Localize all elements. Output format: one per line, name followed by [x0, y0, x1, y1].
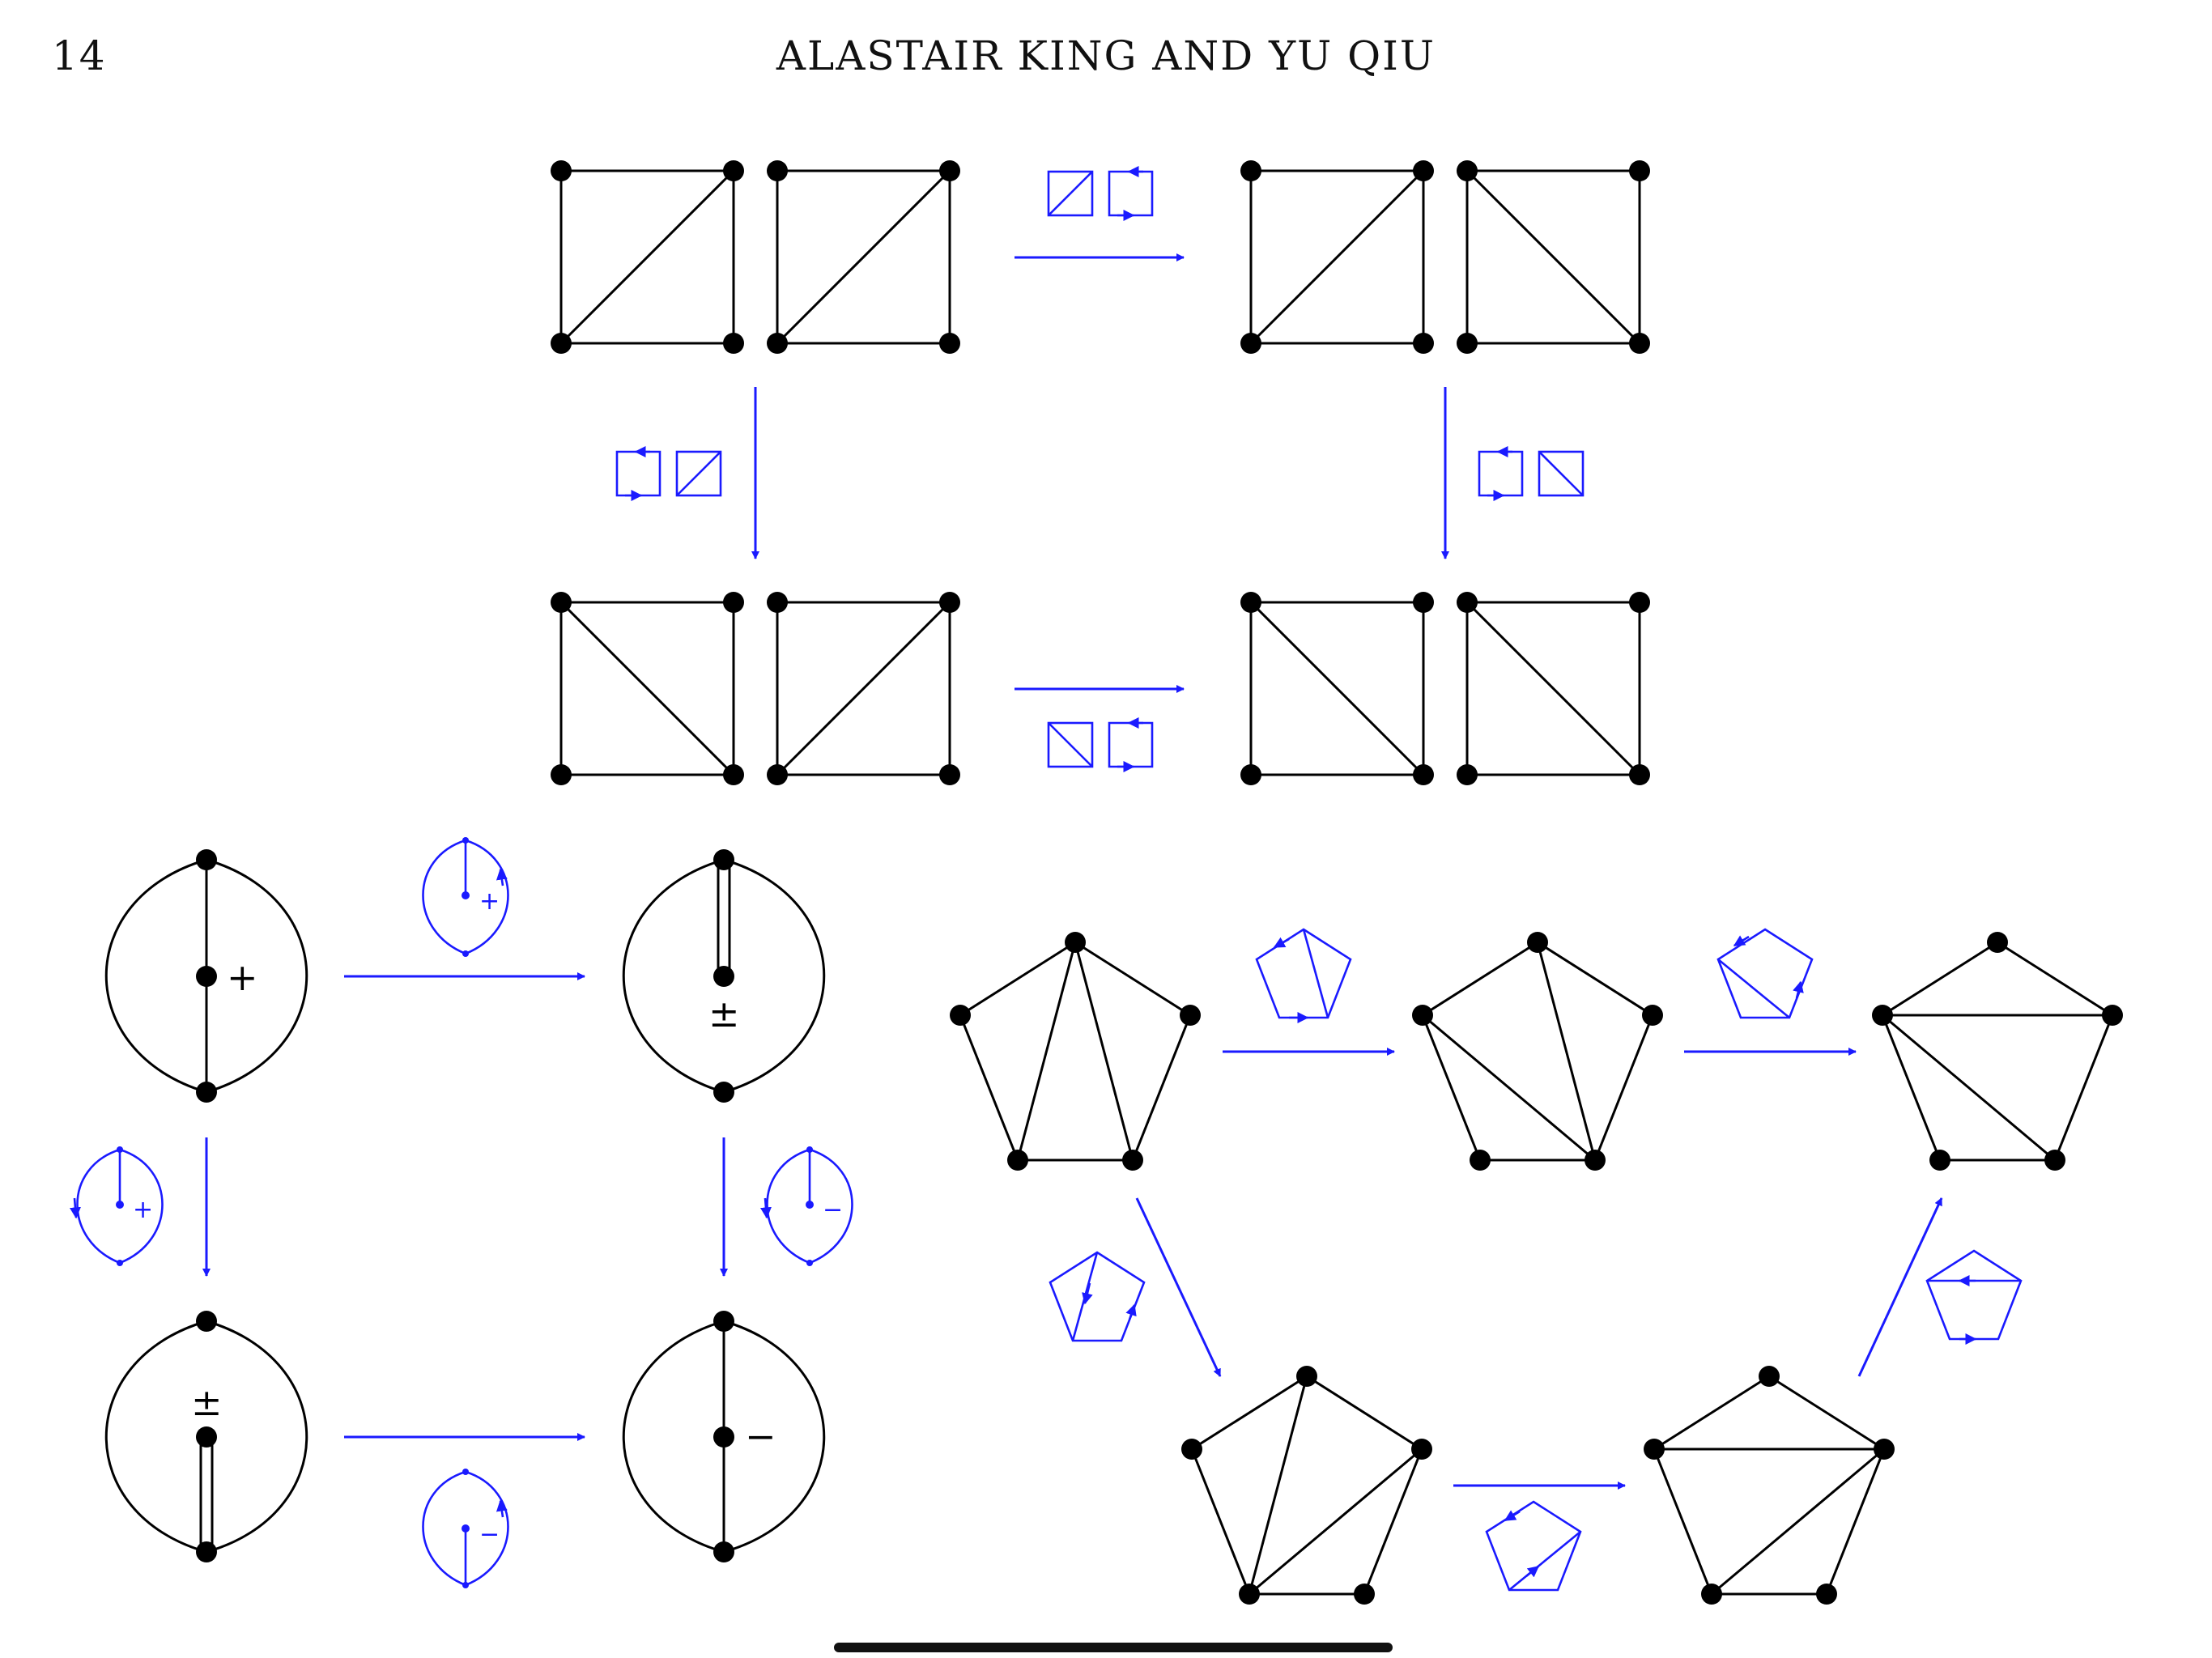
- lens-label-plus-minus-top: ±: [708, 992, 740, 1035]
- square-pair-top-right: [1249, 169, 1641, 345]
- pentagon-vertices: [950, 932, 2123, 1605]
- lens-icon-label-minus-bottom: −: [479, 1520, 500, 1549]
- lens-label-plus-minus-bottom: ±: [191, 1380, 223, 1424]
- lens-icons: [69, 839, 853, 1587]
- running-head: ALASTAIR KING AND YU QIU: [776, 32, 1436, 79]
- square-arrows: [751, 253, 1449, 693]
- lens-diagram: [104, 858, 826, 1554]
- pentagon-diagram: [959, 941, 2114, 1596]
- lens-icon-dots: [116, 837, 814, 1588]
- lens-icon-label-plus-top: +: [479, 887, 500, 916]
- lens-label-plus: +: [227, 955, 258, 999]
- home-indicator[interactable]: [834, 1643, 1393, 1652]
- lens-icon-label-minus-right: −: [823, 1196, 843, 1224]
- lens-label-minus: −: [745, 1414, 776, 1458]
- pentagon-arrows: [1135, 1048, 1943, 1490]
- square-pair-bottom-left: [559, 601, 951, 776]
- lens-vertices: [196, 849, 734, 1562]
- pentagon-icons: [1049, 928, 2023, 1592]
- square-pair-bottom-right: [1249, 601, 1641, 776]
- lens-arrows: [202, 972, 728, 1441]
- square-icons: [615, 166, 1585, 772]
- lens-icon-label-plus-left: +: [133, 1196, 153, 1224]
- square-triangulation-diagram: [559, 169, 1641, 776]
- square-pair-top-left: [559, 169, 951, 345]
- page-number: 14: [52, 32, 107, 79]
- square-vertices: [551, 160, 1650, 785]
